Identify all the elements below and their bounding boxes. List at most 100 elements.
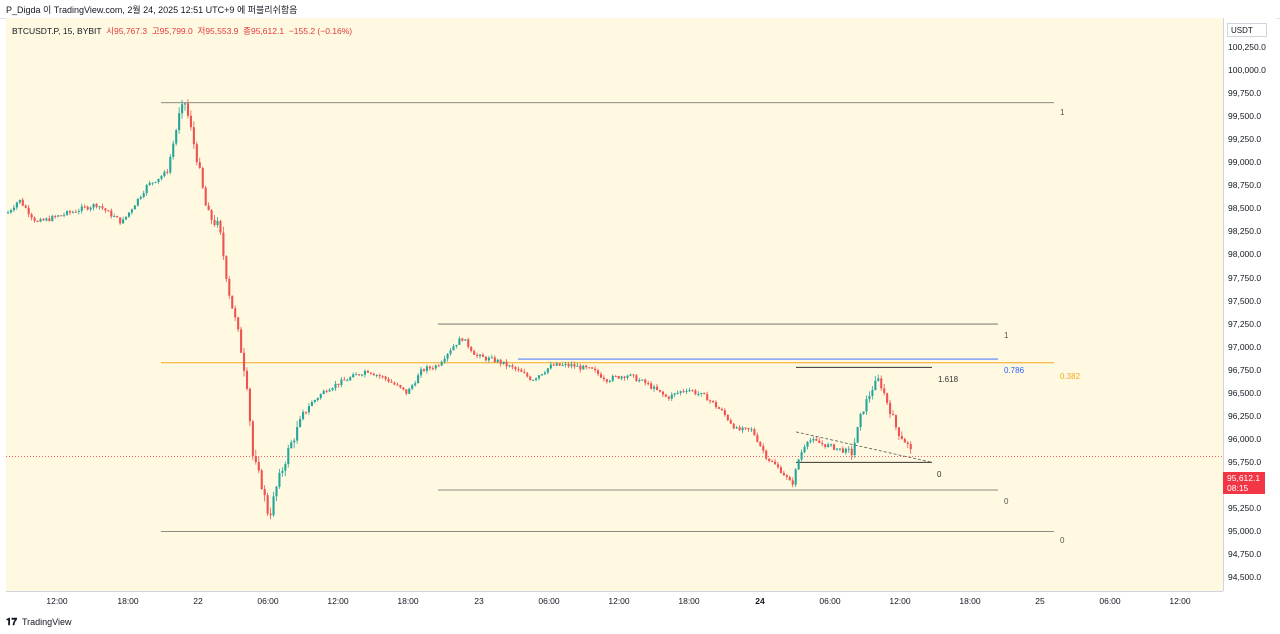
candle-body [815,439,818,441]
candle-body [667,396,670,399]
candle-body [487,357,490,361]
candle-body [455,344,458,347]
candle-body [331,388,334,390]
candle-body [877,378,880,381]
candle-body [80,206,83,211]
candle-body [903,438,906,443]
time-tick-label: 22 [193,596,203,606]
candle-body [425,366,428,371]
price-tick-label: 96,250.0 [1228,410,1262,421]
candle-body [756,435,759,442]
bar-countdown: 08:15 [1227,483,1249,493]
candle-body [434,365,437,369]
time-tick-label: 12:00 [889,596,911,606]
fib-small-zero-label: 0 [937,470,942,479]
candle-body [909,444,912,450]
candle-body [576,365,579,367]
candle-body [204,187,207,206]
candle-body [517,369,520,371]
time-axis[interactable]: 12:00 18:00 22 06:00 12:00 18:00 23 06:00 12:00 1… [6,591,1223,611]
candle-body [650,383,653,389]
candle-body [812,439,815,441]
fib-big-top-label: 1 [1060,108,1065,117]
candle-body [833,444,836,450]
candle-body [231,295,234,309]
candle-body [57,215,60,217]
candle-body [319,394,322,399]
candle-body [417,375,420,384]
candle-body [585,365,588,368]
candle-body [54,215,57,217]
price-axis[interactable]: USDT 100,250.0 100,000.0 99,750.0 99,500.0 9… [1223,18,1276,591]
candle-body [195,144,198,163]
candle-body [856,426,859,443]
ohlc-open: 시95,767.3 [106,26,148,36]
candle-body [626,375,629,378]
candle-body [119,217,122,224]
candle-body [184,103,187,105]
candle-body [502,361,505,364]
candle-body [243,352,246,371]
candle-body [853,442,856,456]
candle-body [579,365,582,370]
chart-area[interactable]: BTCUSDT.P, 15, BYBIT 시95,767.3 고95,799.0… [6,18,1223,591]
fib-382-label: 0.382 [1060,372,1081,381]
current-price-badge: 95,612.1 08:15 [1223,472,1265,494]
brand-name[interactable]: TradingView [22,617,72,627]
price-tick-label: 99,000.0 [1228,157,1262,168]
candle-body [207,205,210,211]
candle-body [747,427,750,430]
candle-body [95,204,98,207]
candle-body [703,392,706,395]
candlestick-chart[interactable] [6,18,1223,591]
candle-body [791,480,794,485]
candle-body [293,440,296,443]
candle-body [45,218,48,221]
candle-body [402,387,405,390]
candle-body [720,408,723,411]
time-tick-label: 12:00 [1169,596,1191,606]
candle-body [15,202,18,208]
candle-body [437,365,440,367]
currency-unit-button[interactable]: USDT [1227,23,1267,37]
candle-body [313,400,316,402]
tradingview-logo-icon[interactable]: 𝟏𝟕 [6,617,18,628]
candle-body [63,214,66,216]
candle-body [9,210,13,213]
price-tick-label: 97,500.0 [1228,295,1262,306]
candle-body [712,400,715,403]
time-tick-label: 25 [1035,596,1045,606]
candle-body [39,219,42,222]
candle-body [774,461,777,465]
candle-body [387,378,390,382]
candle-body [717,407,721,409]
candle-body [821,443,824,445]
candle-body [452,346,455,351]
symbol-legend: BTCUSDT.P, 15, BYBIT 시95,767.3 고95,799.0… [12,25,352,37]
candle-body [602,377,605,380]
candle-body [629,374,632,376]
candle-body [723,410,726,415]
candle-body [352,374,355,378]
candle-body [36,221,39,223]
candle-body [894,415,898,428]
candle-body [92,204,95,208]
price-tick-label: 94,750.0 [1228,549,1262,560]
candle-body [682,391,685,393]
candle-body [691,390,694,392]
candle-body [12,207,15,211]
price-tick-label: 98,250.0 [1228,226,1262,237]
candle-body [420,369,423,376]
candle-body [71,211,74,213]
candle-body [827,444,830,448]
candle-body [366,370,369,373]
candle-body [237,317,240,330]
price-tick-label: 97,250.0 [1228,318,1262,329]
candle-body [880,378,883,389]
candle-body [597,370,600,374]
candle-body [883,388,886,394]
candle-body [316,398,319,401]
candle-body [859,414,862,427]
candle-body [178,113,181,131]
candle-body [154,181,157,183]
